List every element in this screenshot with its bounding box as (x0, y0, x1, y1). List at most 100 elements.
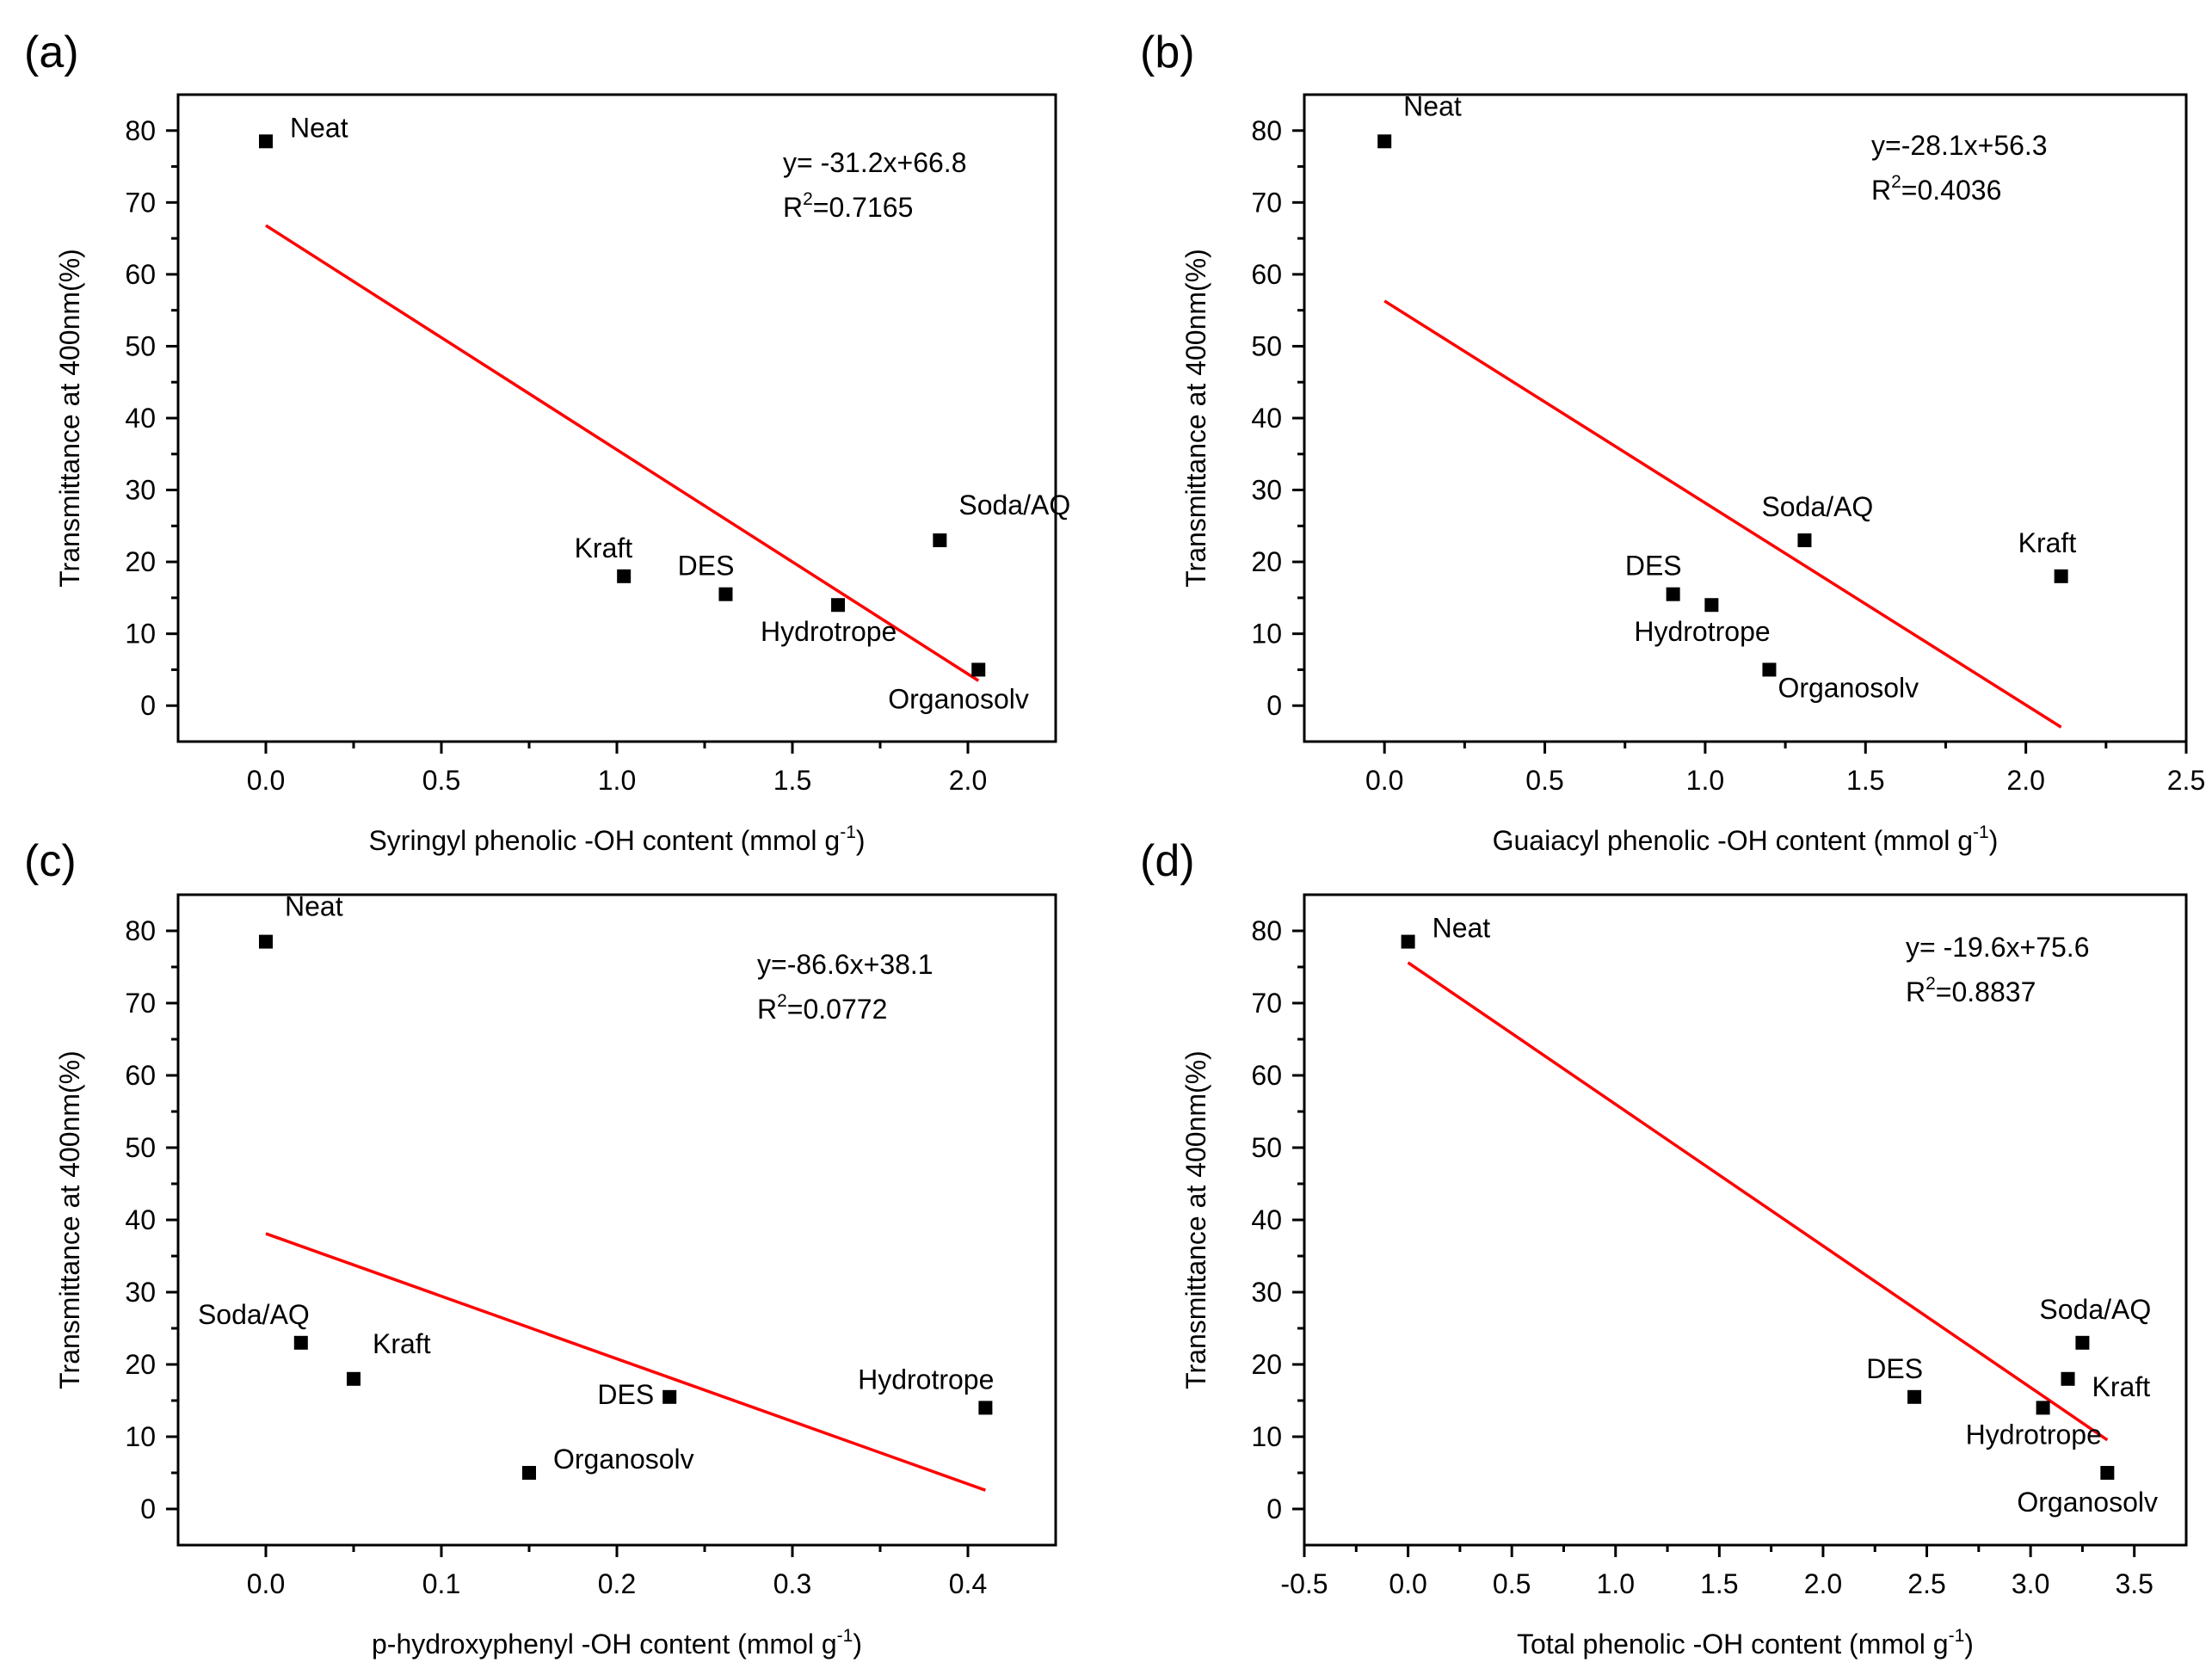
y-tick-label: 50 (125, 1132, 156, 1163)
x-tick-label: 2.0 (949, 765, 987, 796)
data-point-hydrotrope (1704, 598, 1719, 613)
y-tick-label: 60 (125, 259, 156, 290)
regression-line (265, 1232, 986, 1492)
y-tick-label: 30 (1251, 475, 1282, 506)
panel-tag: (d) (1140, 836, 1195, 886)
point-label: Hydrotrope (858, 1364, 994, 1395)
x-tick-label: 0.5 (1493, 1568, 1531, 1599)
data-point-neat (259, 134, 273, 149)
point-label: Kraft (373, 1328, 431, 1359)
x-axis-label: Guaiacyl phenolic -OH content (mmol g-1) (1493, 822, 1999, 856)
regression-line (265, 224, 980, 682)
chart-panel-b: (b) 0.0 0.5 1.0 1.5 2.0 2.5 0 10 20 30 40 50 60 70 80 Gu… (1140, 28, 2205, 856)
data-point-hydrotrope (831, 598, 846, 613)
point-label: Kraft (2018, 527, 2077, 558)
x-tick-label: 0.2 (598, 1568, 636, 1599)
y-tick-label: 80 (1251, 115, 1282, 146)
point-label: Neat (1433, 913, 1491, 944)
y-tick-label: 10 (1251, 619, 1282, 650)
x-tick-label: 1.0 (598, 765, 636, 796)
y-tick-label: 0 (140, 690, 156, 721)
fit-r-squared: R2=0.0772 (757, 991, 887, 1025)
data-point-soda-aq (1797, 533, 1812, 548)
y-tick-label: 70 (125, 988, 156, 1019)
y-axis-label: Transmittance at 400nm(%) (54, 1050, 85, 1389)
point-label: Organosolv (2017, 1487, 2158, 1518)
x-tick-label: 0.0 (1389, 1568, 1426, 1599)
x-tick-label: 1.5 (1700, 1568, 1738, 1599)
y-tick-label: 40 (125, 1204, 156, 1235)
y-tick-label: 80 (125, 915, 156, 946)
chart-panel-d: (d) -0.5 0.0 0.5 1.0 1.5 2.0 2.5 3.0 3.5 0 10 20 30 40… (1140, 836, 2188, 1660)
x-tick-label: 1.5 (773, 765, 811, 796)
data-point-organosolv (1762, 662, 1777, 677)
point-label: Neat (285, 891, 343, 922)
data-point-kraft (617, 569, 632, 583)
data-point-kraft (347, 1371, 360, 1386)
y-tick-label: 0 (1266, 1493, 1282, 1524)
y-tick-label: 10 (125, 619, 156, 650)
x-tick-label: 1.0 (1686, 765, 1724, 796)
x-tick-label: 0.5 (422, 765, 460, 796)
fit-equation: y=-28.1x+56.3 (1871, 130, 2048, 161)
point-label: Kraft (2092, 1371, 2151, 1402)
panel-tag: (c) (24, 836, 77, 886)
y-tick-label: 50 (1251, 1132, 1282, 1163)
chart-panel-c: (c) 0.0 0.1 0.2 0.3 0.4 0 10 20 30 40 50 60 70 80 p-hyd… (24, 836, 1057, 1660)
data-point-kraft (2061, 1371, 2075, 1386)
y-tick-label: 20 (125, 546, 156, 577)
data-point-soda-aq (933, 533, 947, 548)
data-point-hydrotrope (978, 1401, 993, 1415)
point-label: Hydrotrope (1966, 1419, 2102, 1450)
x-axis-label: p-hydroxyphenyl -OH content (mmol g-1) (372, 1626, 862, 1660)
point-label: Hydrotrope (761, 616, 897, 647)
fit-r-squared: R2=0.8837 (1906, 974, 2036, 1007)
y-tick-label: 80 (125, 115, 156, 146)
data-point-des (1907, 1389, 1922, 1404)
y-tick-label: 0 (140, 1493, 156, 1524)
point-label: Organosolv (888, 683, 1029, 714)
y-tick-label: 10 (1251, 1421, 1282, 1452)
point-label: DES (1866, 1353, 1923, 1384)
y-tick-label: 30 (1251, 1277, 1282, 1308)
point-label: Soda/AQ (958, 490, 1070, 520)
x-tick-label: 0.5 (1525, 765, 1563, 796)
x-tick-label: 2.0 (1804, 1568, 1842, 1599)
point-label: Soda/AQ (1761, 491, 1873, 522)
panel-tag: (a) (24, 28, 79, 77)
data-point-des (1666, 587, 1680, 601)
fit-equation: y= -31.2x+66.8 (783, 147, 966, 178)
point-label: DES (678, 551, 735, 582)
x-tick-label: 2.5 (2167, 765, 2205, 796)
y-tick-label: 10 (125, 1421, 156, 1452)
x-axis-label: Syringyl phenolic -OH content (mmol g-1) (368, 822, 865, 856)
x-axis-label: Total phenolic -OH content (mmol g-1) (1517, 1626, 1974, 1660)
data-point-neat (1377, 134, 1392, 149)
point-label: DES (597, 1379, 654, 1410)
fit-equation: y= -19.6x+75.6 (1906, 932, 2089, 963)
point-label: Neat (290, 112, 348, 143)
fit-equation: y=-86.6x+38.1 (757, 949, 933, 980)
data-point-organosolv (971, 662, 986, 677)
y-axis-label: Transmittance at 400nm(%) (54, 249, 85, 588)
y-tick-label: 40 (1251, 1204, 1282, 1235)
y-tick-label: 40 (125, 403, 156, 434)
point-label: Soda/AQ (2039, 1294, 2151, 1325)
y-tick-label: 20 (125, 1349, 156, 1380)
x-tick-label: 0.1 (422, 1568, 460, 1599)
y-tick-label: 20 (1251, 1349, 1282, 1380)
point-label: Organosolv (1778, 672, 1919, 703)
point-label: Hydrotrope (1634, 616, 1770, 647)
y-tick-label: 60 (125, 1060, 156, 1091)
data-point-neat (259, 934, 273, 949)
data-point-soda-aq (2075, 1335, 2090, 1350)
x-tick-label: 1.5 (1846, 765, 1884, 796)
point-label: DES (1625, 551, 1682, 582)
x-tick-label: 0.0 (1365, 765, 1403, 796)
y-tick-label: 0 (1266, 690, 1282, 721)
fit-r-squared: R2=0.4036 (1871, 172, 2001, 206)
data-point-kraft (2054, 569, 2068, 583)
x-tick-label: 0.4 (949, 1568, 987, 1599)
y-tick-label: 70 (125, 187, 156, 218)
y-tick-label: 80 (1251, 915, 1282, 946)
